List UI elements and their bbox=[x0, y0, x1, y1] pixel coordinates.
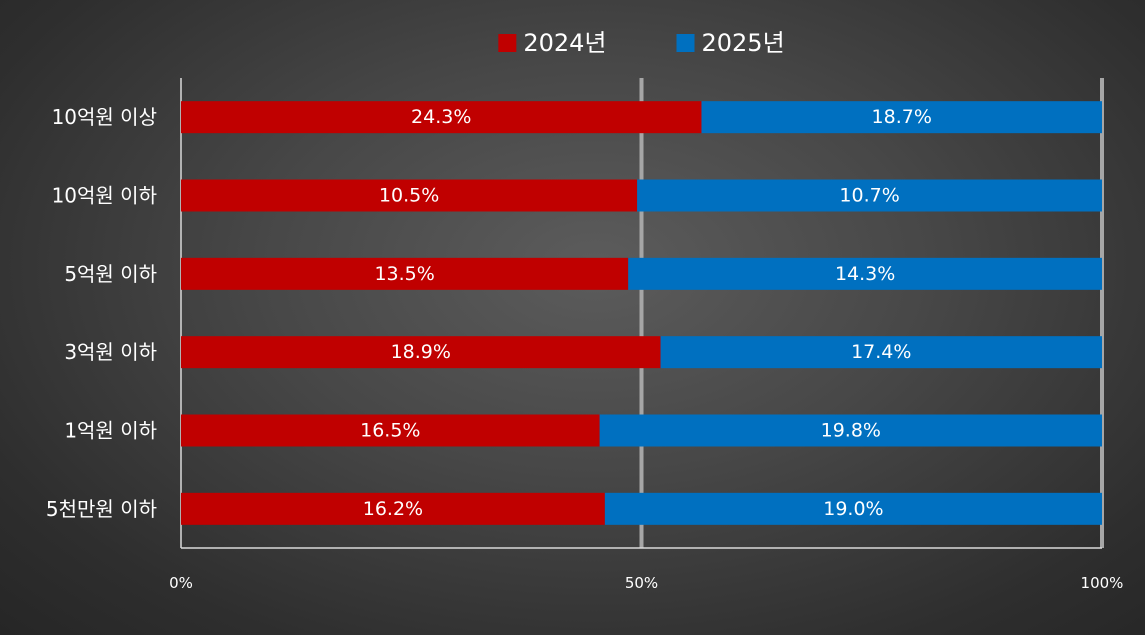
category-label: 3억원 이하 bbox=[64, 340, 157, 364]
bar-2-3 bbox=[628, 257, 1102, 290]
data-label: 17.4% bbox=[851, 341, 911, 363]
category-label: 5억원 이하 bbox=[64, 262, 157, 286]
bars: 24.3% 18.7% 10.5% 10.7% 13.5% 14.3% 18.9% 17.4%… bbox=[181, 101, 1102, 525]
bar-2-5 bbox=[599, 414, 1102, 447]
bar-1-3 bbox=[181, 257, 629, 290]
data-label: 19.0% bbox=[823, 498, 883, 520]
category-labels: 10억원 이상 10억원 이하 5억원 이하 3억원 이하 1억원 이하 5천만원 이하 bbox=[46, 105, 157, 521]
category-label: 5천만원 이하 bbox=[46, 497, 157, 521]
data-label: 18.7% bbox=[872, 106, 932, 128]
bar-2-6 bbox=[604, 492, 1102, 525]
data-label: 18.9% bbox=[391, 341, 451, 363]
x-tick-label: 0% bbox=[169, 574, 193, 592]
data-label: 19.8% bbox=[821, 420, 881, 442]
legend-label: 2024년 bbox=[523, 29, 606, 57]
category-label: 10억원 이상 bbox=[52, 105, 157, 129]
x-tick-label: 100% bbox=[1081, 574, 1124, 592]
data-label: 14.3% bbox=[835, 263, 895, 285]
bar-1-1 bbox=[181, 101, 702, 134]
data-label: 10.7% bbox=[839, 185, 899, 207]
bar-2-4 bbox=[660, 336, 1102, 369]
data-label: 13.5% bbox=[374, 263, 434, 285]
x-axis-ticks: 0% 50% 100% bbox=[169, 574, 1123, 592]
legend-swatch-2 bbox=[676, 34, 695, 52]
data-label: 16.5% bbox=[360, 420, 420, 442]
data-label: 24.3% bbox=[411, 106, 471, 128]
bar-1-5 bbox=[181, 414, 600, 447]
category-label: 1억원 이하 bbox=[64, 419, 157, 443]
category-label: 10억원 이하 bbox=[52, 184, 157, 208]
bar-2-1 bbox=[701, 101, 1102, 134]
data-label: 10.5% bbox=[379, 185, 439, 207]
legend-swatch-1 bbox=[498, 34, 517, 52]
bar-1-2 bbox=[181, 179, 638, 212]
x-tick-label: 50% bbox=[625, 574, 658, 592]
bar-1-4 bbox=[181, 336, 661, 369]
data-label: 16.2% bbox=[363, 498, 423, 520]
legend: 2024년 2025년 bbox=[498, 29, 785, 57]
legend-label: 2025년 bbox=[702, 29, 785, 57]
bar-2-2 bbox=[637, 179, 1102, 212]
bar-1-6 bbox=[181, 492, 605, 525]
gridlines bbox=[180, 78, 1104, 549]
